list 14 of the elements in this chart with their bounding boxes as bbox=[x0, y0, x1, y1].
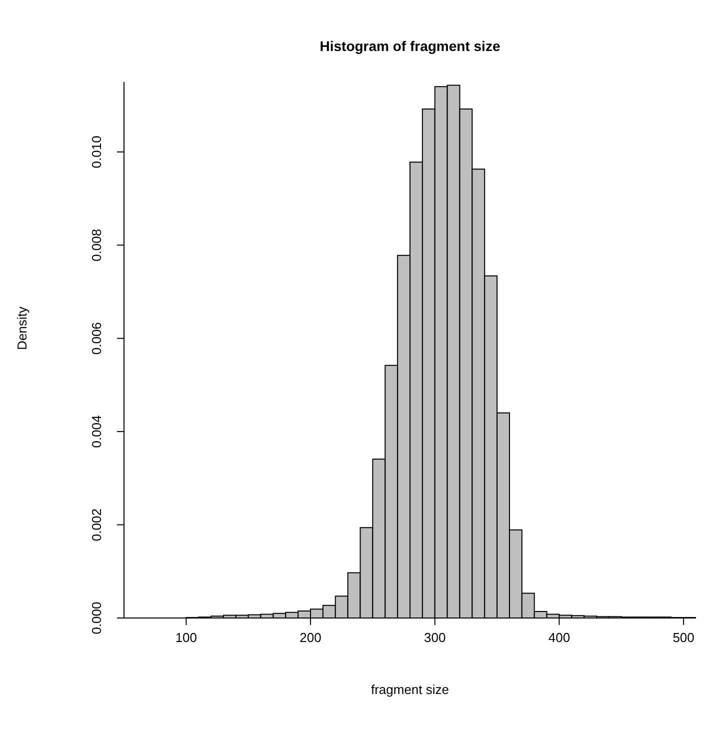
x-tick-label: 500 bbox=[672, 630, 694, 646]
y-tick-label: 0.008 bbox=[89, 228, 104, 262]
chart-title: Histogram of fragment size bbox=[318, 38, 502, 54]
y-tick-label: 0.004 bbox=[89, 415, 104, 448]
x-tick-label: 300 bbox=[424, 630, 446, 646]
x-tick-label: 400 bbox=[548, 630, 570, 646]
y-tick-label: 0.006 bbox=[89, 322, 104, 355]
y-axis-title: Density bbox=[14, 306, 30, 350]
x-axis-title: fragment size bbox=[370, 682, 450, 697]
x-tick-label: 200 bbox=[300, 630, 322, 646]
y-tick-label: 0.002 bbox=[89, 508, 104, 542]
y-tick-label: 0.010 bbox=[89, 136, 104, 168]
y-tick-label: 0.000 bbox=[89, 602, 104, 634]
x-tick-label: 100 bbox=[175, 630, 198, 646]
